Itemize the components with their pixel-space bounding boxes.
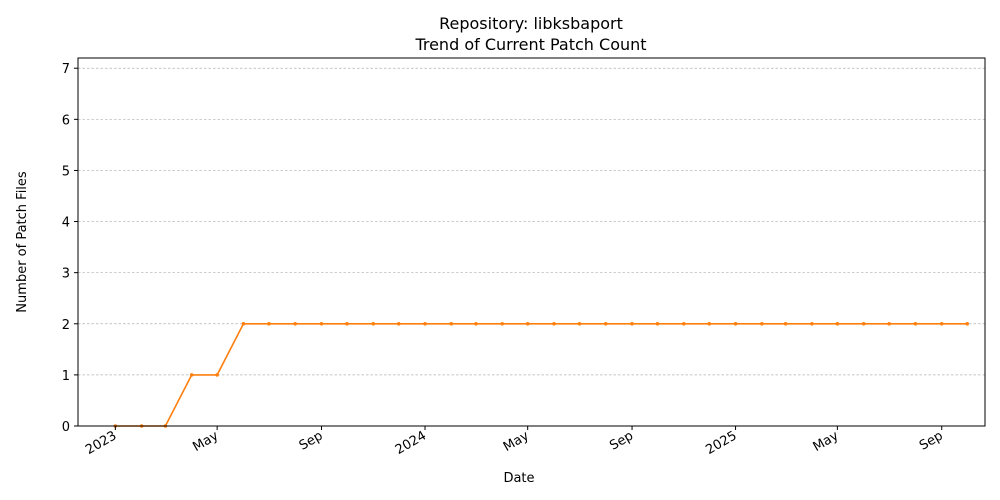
y-tick-label: 2 [62, 318, 70, 333]
data-point [500, 321, 505, 326]
x-tick-label: May [190, 428, 221, 455]
data-point [423, 321, 427, 326]
y-axis-label: Number of Patch Files [15, 171, 30, 313]
y-tick-label: 6 [62, 113, 70, 128]
y-tick-label: 3 [62, 267, 70, 282]
data-point [733, 321, 738, 326]
data-point [707, 321, 712, 326]
data-point [577, 321, 582, 326]
data-point [887, 321, 891, 326]
gridlines [78, 67, 985, 427]
data-point [371, 321, 376, 326]
data-point [965, 321, 969, 326]
series-line [115, 322, 968, 427]
data-point [525, 321, 530, 326]
data-point [293, 321, 298, 326]
series-group [113, 321, 969, 428]
data-point [474, 321, 478, 326]
data-point [760, 321, 764, 326]
chart-title: Repository: libksbaport [439, 14, 623, 33]
x-tick-label: 2023 [83, 428, 119, 458]
data-point [449, 321, 454, 326]
data-point [241, 321, 246, 326]
data-point [939, 321, 944, 326]
data-point [345, 321, 349, 326]
x-tick-label: 2024 [393, 428, 429, 458]
axis-ticks: 0 1 2 3 4 5 6 7 2023 May Sep 2024 May Sep 2025 May Sep [62, 62, 946, 458]
x-tick-label: Sep [607, 428, 636, 453]
x-tick-label: May [501, 428, 532, 455]
data-point [603, 321, 608, 326]
data-point [681, 321, 686, 326]
y-tick-label: 4 [62, 216, 70, 231]
data-point [630, 321, 634, 326]
data-point [267, 321, 271, 326]
chart-subtitle: Trend of Current Patch Count [414, 35, 646, 54]
data-point [319, 321, 324, 326]
data-point [396, 321, 401, 326]
y-tick-label: 1 [62, 369, 70, 384]
data-point [189, 373, 194, 377]
data-point [655, 321, 660, 326]
data-point [861, 321, 866, 326]
x-tick-label: May [811, 428, 842, 455]
x-tick-label: Sep [297, 428, 326, 453]
x-tick-label: Sep [917, 428, 946, 453]
data-point [783, 321, 788, 326]
data-point [810, 321, 814, 326]
x-axis-label: Date [503, 471, 534, 486]
plot-frame [77, 57, 986, 427]
x-tick-label: 2025 [703, 428, 739, 458]
data-point [215, 373, 219, 377]
y-tick-label: 5 [62, 164, 70, 179]
y-tick-label: 7 [62, 62, 70, 77]
data-point [913, 321, 918, 326]
data-point [835, 321, 840, 326]
data-point [552, 321, 556, 326]
y-tick-label: 0 [62, 420, 70, 435]
